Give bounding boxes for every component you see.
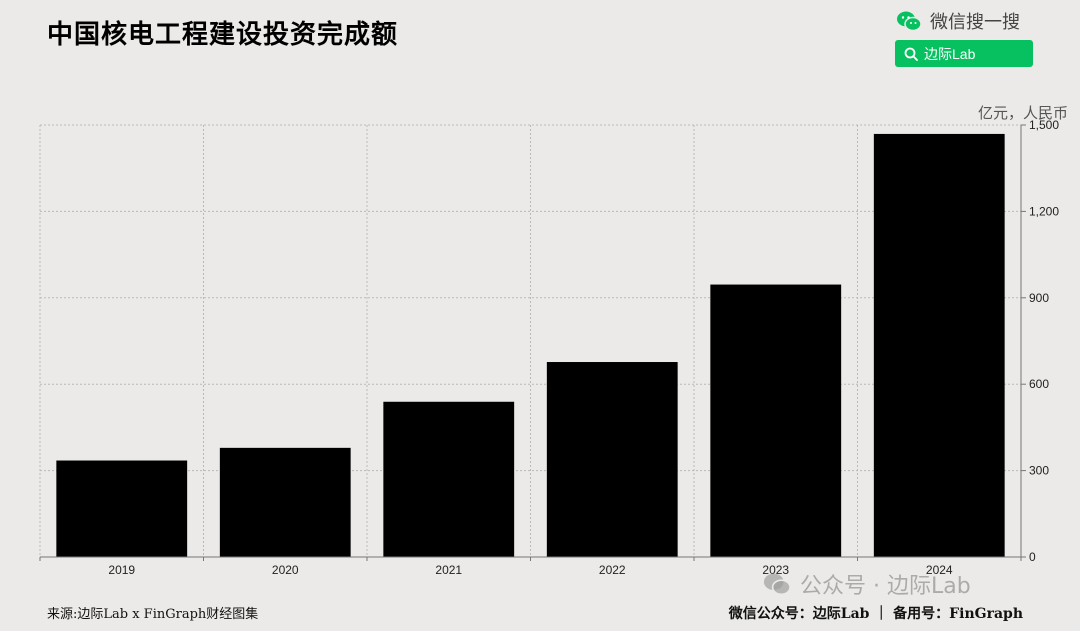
x-tick-label-2021: 2021 xyxy=(435,563,462,577)
y-tick-label: 0 xyxy=(1029,550,1036,564)
y-tick-label: 1,200 xyxy=(1029,204,1059,218)
x-tick-label-2024: 2024 xyxy=(926,563,953,577)
wechat-icon xyxy=(897,11,922,32)
x-tick-label-2023: 2023 xyxy=(762,563,789,577)
bar-2019 xyxy=(56,460,188,557)
footer-credits: 微信公众号：边际Lab ｜ 备用号：FinGraph xyxy=(728,606,1023,622)
y-tick-label: 900 xyxy=(1029,291,1049,305)
y-tick-label: 1,500 xyxy=(1029,118,1059,132)
x-tick-label-2022: 2022 xyxy=(599,563,626,577)
bar-2023 xyxy=(710,284,842,557)
search-term: 边际Lab xyxy=(924,45,976,62)
search-button[interactable]: 边际Lab xyxy=(895,40,1033,67)
x-tick-label-2020: 2020 xyxy=(272,563,299,577)
wechat-search-label[interactable]: 微信搜一搜 xyxy=(896,8,1020,34)
wechat-watermark-icon xyxy=(763,573,791,596)
source-note: 来源:边际Lab x FinGraph财经图集 xyxy=(47,607,259,622)
bar-2024 xyxy=(873,133,1005,558)
watermark: 公众号 · 边际Lab xyxy=(762,568,971,600)
watermark-text: 公众号 · 边际Lab xyxy=(800,574,971,599)
y-tick-label: 300 xyxy=(1029,464,1049,478)
bar-2020 xyxy=(219,447,351,557)
wechat-search-text: 微信搜一搜 xyxy=(930,12,1020,33)
bar-2022 xyxy=(546,362,678,557)
search-icon xyxy=(904,47,918,61)
chart-title: 中国核电工程建设投资完成额 xyxy=(47,20,399,50)
bar-2021 xyxy=(383,401,515,557)
x-tick-label-2019: 2019 xyxy=(108,563,135,577)
y-axis-unit-label: 亿元，人民币 xyxy=(977,104,1068,122)
y-tick-label: 600 xyxy=(1029,377,1049,391)
